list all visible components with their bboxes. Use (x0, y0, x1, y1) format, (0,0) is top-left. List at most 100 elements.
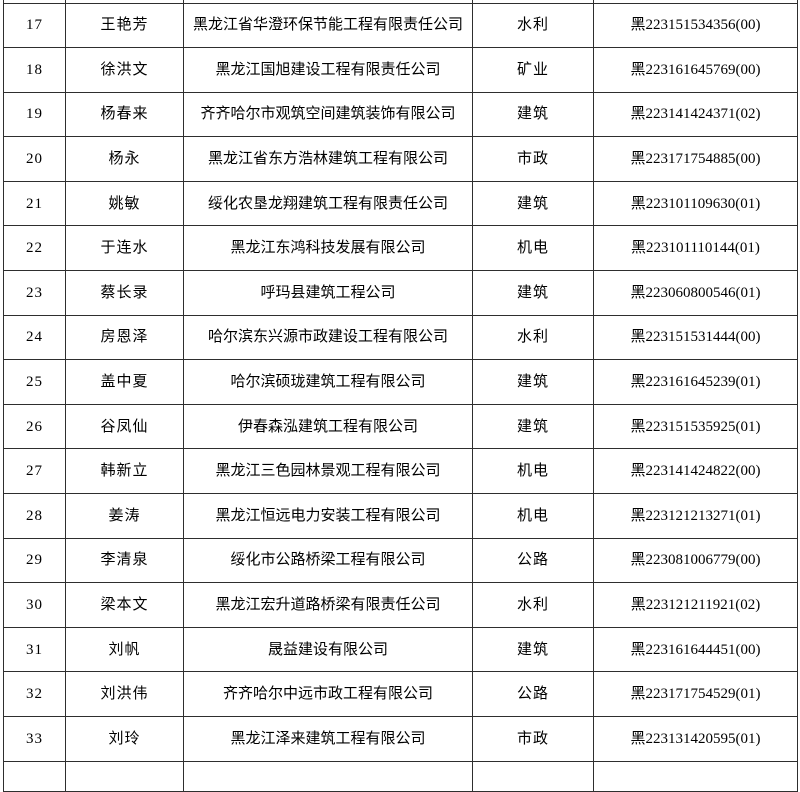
cell-name: 房恩泽 (65, 314, 184, 361)
cell-id: 33 (3, 716, 66, 762)
table-row: 17 王艳芳 黑龙江省华澄环保节能工程有限责任公司 水利 黑223151534356(0… (3, 2, 798, 49)
cell-company: 黑龙江宏升道路桥梁有限责任公司 (183, 582, 473, 628)
cell-id: 28 (3, 493, 66, 539)
cell-id: 29 (3, 537, 66, 584)
cell-reg_no: 黑223081006779(00) (593, 537, 798, 584)
cell-category: 矿业 (472, 47, 594, 93)
cell-company: 哈尔滨东兴源市政建设工程有限公司 (183, 314, 473, 361)
cell-id: 32 (3, 671, 66, 717)
cell-name: 徐洪文 (65, 47, 184, 93)
cell-empty (472, 760, 594, 792)
cell-name: 蔡长录 (65, 270, 184, 316)
cell-id: 30 (3, 582, 66, 628)
cell-name: 杨永 (65, 136, 184, 182)
cell-category: 建筑 (472, 91, 594, 138)
table-row: 30 梁本文 黑龙江宏升道路桥梁有限责任公司 水利 黑223121211921(02) (3, 582, 798, 628)
cell-id: 31 (3, 626, 66, 673)
cell-reg_no: 黑223121211921(02) (593, 582, 798, 628)
cell-id: 25 (3, 359, 66, 405)
cell-name: 刘玲 (65, 716, 184, 762)
cell-reg_no: 黑223161644451(00) (593, 626, 798, 673)
cell-id: 17 (3, 2, 66, 49)
cell-category: 机电 (472, 225, 594, 272)
cell-company: 绥化农垦龙翔建筑工程有限责任公司 (183, 180, 473, 227)
cell-company: 黑龙江恒远电力安装工程有限公司 (183, 493, 473, 539)
cell-category: 建筑 (472, 626, 594, 673)
table-row: 19 杨春来 齐齐哈尔市观筑空间建筑装饰有限公司 建筑 黑223141424371(02… (3, 91, 798, 138)
cell-category: 建筑 (472, 359, 594, 405)
cell-company: 哈尔滨硕珑建筑工程有限公司 (183, 359, 473, 405)
cell-name: 韩新立 (65, 448, 184, 495)
cell-reg_no: 黑223161645769(00) (593, 47, 798, 93)
cell-company: 黑龙江泽来建筑工程有限公司 (183, 716, 473, 762)
cell-category: 公路 (472, 537, 594, 584)
cell-reg_no: 黑223171754885(00) (593, 136, 798, 182)
cell-category: 机电 (472, 493, 594, 539)
cell-category: 建筑 (472, 270, 594, 316)
cell-category: 市政 (472, 136, 594, 182)
cell-empty (3, 760, 66, 792)
cell-id: 26 (3, 403, 66, 450)
cell-name: 盖中夏 (65, 359, 184, 405)
cell-empty (65, 760, 184, 792)
cell-category: 水利 (472, 314, 594, 361)
cell-company: 黑龙江东鸿科技发展有限公司 (183, 225, 473, 272)
cell-company: 伊春森泓建筑工程有限公司 (183, 403, 473, 450)
table-row: 18 徐洪文 黑龙江国旭建设工程有限责任公司 矿业 黑223161645769(00) (3, 47, 798, 93)
cell-company: 呼玛县建筑工程公司 (183, 270, 473, 316)
cell-reg_no: 黑223060800546(01) (593, 270, 798, 316)
table-row: 22 于连水 黑龙江东鸿科技发展有限公司 机电 黑223101110144(01) (3, 225, 798, 272)
cell-category: 水利 (472, 582, 594, 628)
cell-name: 梁本文 (65, 582, 184, 628)
cell-category: 水利 (472, 2, 594, 49)
cell-reg_no: 黑223151535925(01) (593, 403, 798, 450)
cell-reg_no: 黑223171754529(01) (593, 671, 798, 717)
registration-table: 17 王艳芳 黑龙江省华澄环保节能工程有限责任公司 水利 黑223151534356(0… (3, 0, 798, 792)
table-row: 24 房恩泽 哈尔滨东兴源市政建设工程有限公司 水利 黑223151531444(00) (3, 314, 798, 361)
table-row: 25 盖中夏 哈尔滨硕珑建筑工程有限公司 建筑 黑223161645239(01) (3, 359, 798, 405)
table-row: 29 李清泉 绥化市公路桥梁工程有限公司 公路 黑223081006779(00) (3, 537, 798, 584)
cell-category: 机电 (472, 448, 594, 495)
cell-id: 20 (3, 136, 66, 182)
cell-id: 18 (3, 47, 66, 93)
cell-id: 19 (3, 91, 66, 138)
cell-company: 晟益建设有限公司 (183, 626, 473, 673)
cell-category: 公路 (472, 671, 594, 717)
cell-reg_no: 黑223121213271(01) (593, 493, 798, 539)
table-body: 17 王艳芳 黑龙江省华澄环保节能工程有限责任公司 水利 黑223151534356(0… (3, 0, 798, 792)
cell-company: 黑龙江三色园林景观工程有限公司 (183, 448, 473, 495)
cell-reg_no: 黑223141424822(00) (593, 448, 798, 495)
cell-company: 齐齐哈尔市观筑空间建筑装饰有限公司 (183, 91, 473, 138)
cell-reg_no: 黑223131420595(01) (593, 716, 798, 762)
cell-name: 李清泉 (65, 537, 184, 584)
cell-empty (593, 760, 798, 792)
cell-company: 黑龙江省东方浩林建筑工程有限公司 (183, 136, 473, 182)
table-row: 28 姜涛 黑龙江恒远电力安装工程有限公司 机电 黑223121213271(01) (3, 493, 798, 539)
cell-reg_no: 黑223161645239(01) (593, 359, 798, 405)
cell-id: 27 (3, 448, 66, 495)
cell-company: 绥化市公路桥梁工程有限公司 (183, 537, 473, 584)
table-row-partial-top (3, 0, 798, 4)
cell-reg_no: 黑223141424371(02) (593, 91, 798, 138)
cell-company: 黑龙江国旭建设工程有限责任公司 (183, 47, 473, 93)
table-row: 32 刘洪伟 齐齐哈尔中远市政工程有限公司 公路 黑223171754529(01) (3, 671, 798, 717)
cell-empty (593, 0, 798, 4)
cell-reg_no: 黑223101109630(01) (593, 180, 798, 227)
table-row: 33 刘玲 黑龙江泽来建筑工程有限公司 市政 黑223131420595(01) (3, 716, 798, 762)
table-row: 23 蔡长录 呼玛县建筑工程公司 建筑 黑223060800546(01) (3, 270, 798, 316)
cell-name: 谷凤仙 (65, 403, 184, 450)
table-row: 20 杨永 黑龙江省东方浩林建筑工程有限公司 市政 黑223171754885(00) (3, 136, 798, 182)
cell-empty (183, 760, 473, 792)
table-row: 27 韩新立 黑龙江三色园林景观工程有限公司 机电 黑223141424822(00) (3, 448, 798, 495)
cell-category: 建筑 (472, 403, 594, 450)
cell-company: 齐齐哈尔中远市政工程有限公司 (183, 671, 473, 717)
cell-reg_no: 黑223101110144(01) (593, 225, 798, 272)
cell-category: 建筑 (472, 180, 594, 227)
cell-id: 23 (3, 270, 66, 316)
cell-reg_no: 黑223151534356(00) (593, 2, 798, 49)
cell-id: 24 (3, 314, 66, 361)
cell-name: 刘洪伟 (65, 671, 184, 717)
cell-name: 姚敏 (65, 180, 184, 227)
table-row: 26 谷凤仙 伊春森泓建筑工程有限公司 建筑 黑223151535925(01) (3, 403, 798, 450)
cell-reg_no: 黑223151531444(00) (593, 314, 798, 361)
